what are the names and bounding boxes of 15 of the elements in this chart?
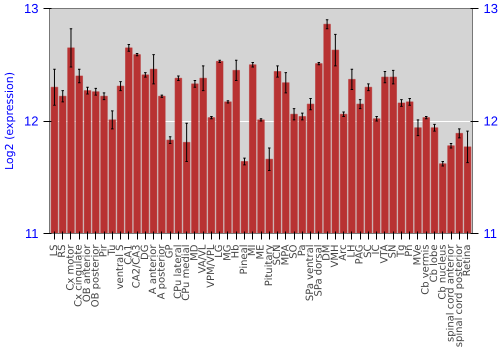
y2-tick-label: 13 xyxy=(484,1,498,16)
y-tick-label: 12 xyxy=(24,114,39,128)
y2-tick-label: 12 xyxy=(484,114,498,128)
x-tick-label: spinal cord posterior xyxy=(454,244,465,348)
x-tick-label: Tg xyxy=(396,244,407,258)
y-tick-label: 11 xyxy=(25,226,39,241)
y2-tick-label: 11 xyxy=(484,226,497,241)
x-tick-label: A posterior xyxy=(156,244,168,300)
x-tick-label: Retina xyxy=(462,244,474,276)
y-tick-label: 13 xyxy=(24,1,39,16)
x-tick-label: OB posterior xyxy=(90,244,102,308)
x-tick-label: ME xyxy=(256,244,266,260)
x-tick-label: Pituitary xyxy=(264,244,275,286)
x-tick-label: Cb lobe xyxy=(428,244,440,282)
y-axis-title: Log2 (expression) xyxy=(3,72,16,170)
